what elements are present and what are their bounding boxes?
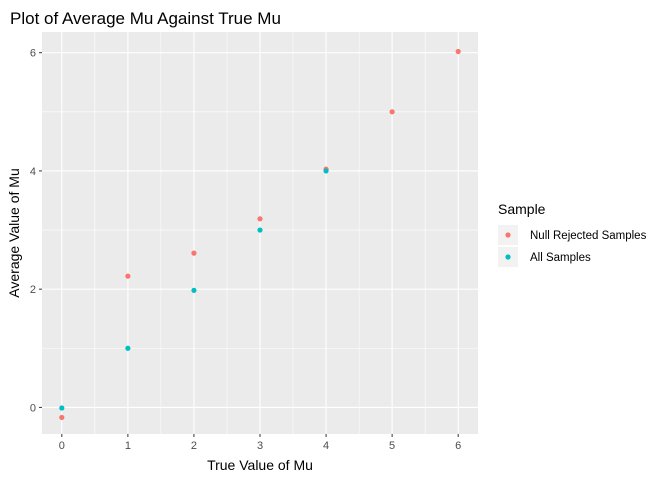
chart-title: Plot of Average Mu Against True Mu (10, 9, 281, 28)
x-tick-label: 3 (257, 440, 263, 452)
x-tick-label: 0 (59, 440, 65, 452)
legend-label: All Samples (530, 252, 591, 264)
data-point (257, 227, 263, 233)
y-axis-title: Average Value of Mu (6, 168, 22, 297)
x-tick-label: 2 (191, 440, 197, 452)
major-gridlines (42, 32, 478, 434)
x-tick-label: 5 (389, 440, 395, 452)
y-tick-label: 6 (30, 48, 36, 60)
x-axis-title: True Value of Mu (207, 457, 313, 473)
legend-key-point (505, 254, 511, 260)
data-point (257, 216, 263, 222)
data-point (323, 168, 329, 174)
data-point (125, 273, 131, 279)
legend-label: Null Rejected Samples (530, 230, 647, 242)
legend-key-point (505, 232, 511, 238)
data-points (59, 48, 461, 421)
y-axis-ticks: 0 2 4 6 (30, 48, 42, 414)
data-point (455, 48, 461, 55)
data-point (59, 405, 65, 411)
legend-title: Sample (498, 201, 546, 217)
y-tick-label: 0 (30, 402, 36, 414)
legend: Sample Null Rejected Samples All Samples (498, 201, 647, 267)
data-point (59, 414, 65, 421)
x-axis-ticks: 0 1 2 3 4 5 6 (59, 434, 461, 452)
data-point (125, 345, 131, 351)
data-point (191, 250, 197, 256)
y-tick-label: 4 (30, 166, 36, 178)
x-tick-label: 1 (125, 440, 131, 452)
x-tick-label: 4 (323, 440, 329, 452)
data-point (389, 109, 395, 115)
x-tick-label: 6 (455, 440, 461, 452)
minor-gridlines (42, 32, 478, 434)
y-tick-label: 2 (30, 284, 36, 296)
data-point (191, 287, 197, 293)
